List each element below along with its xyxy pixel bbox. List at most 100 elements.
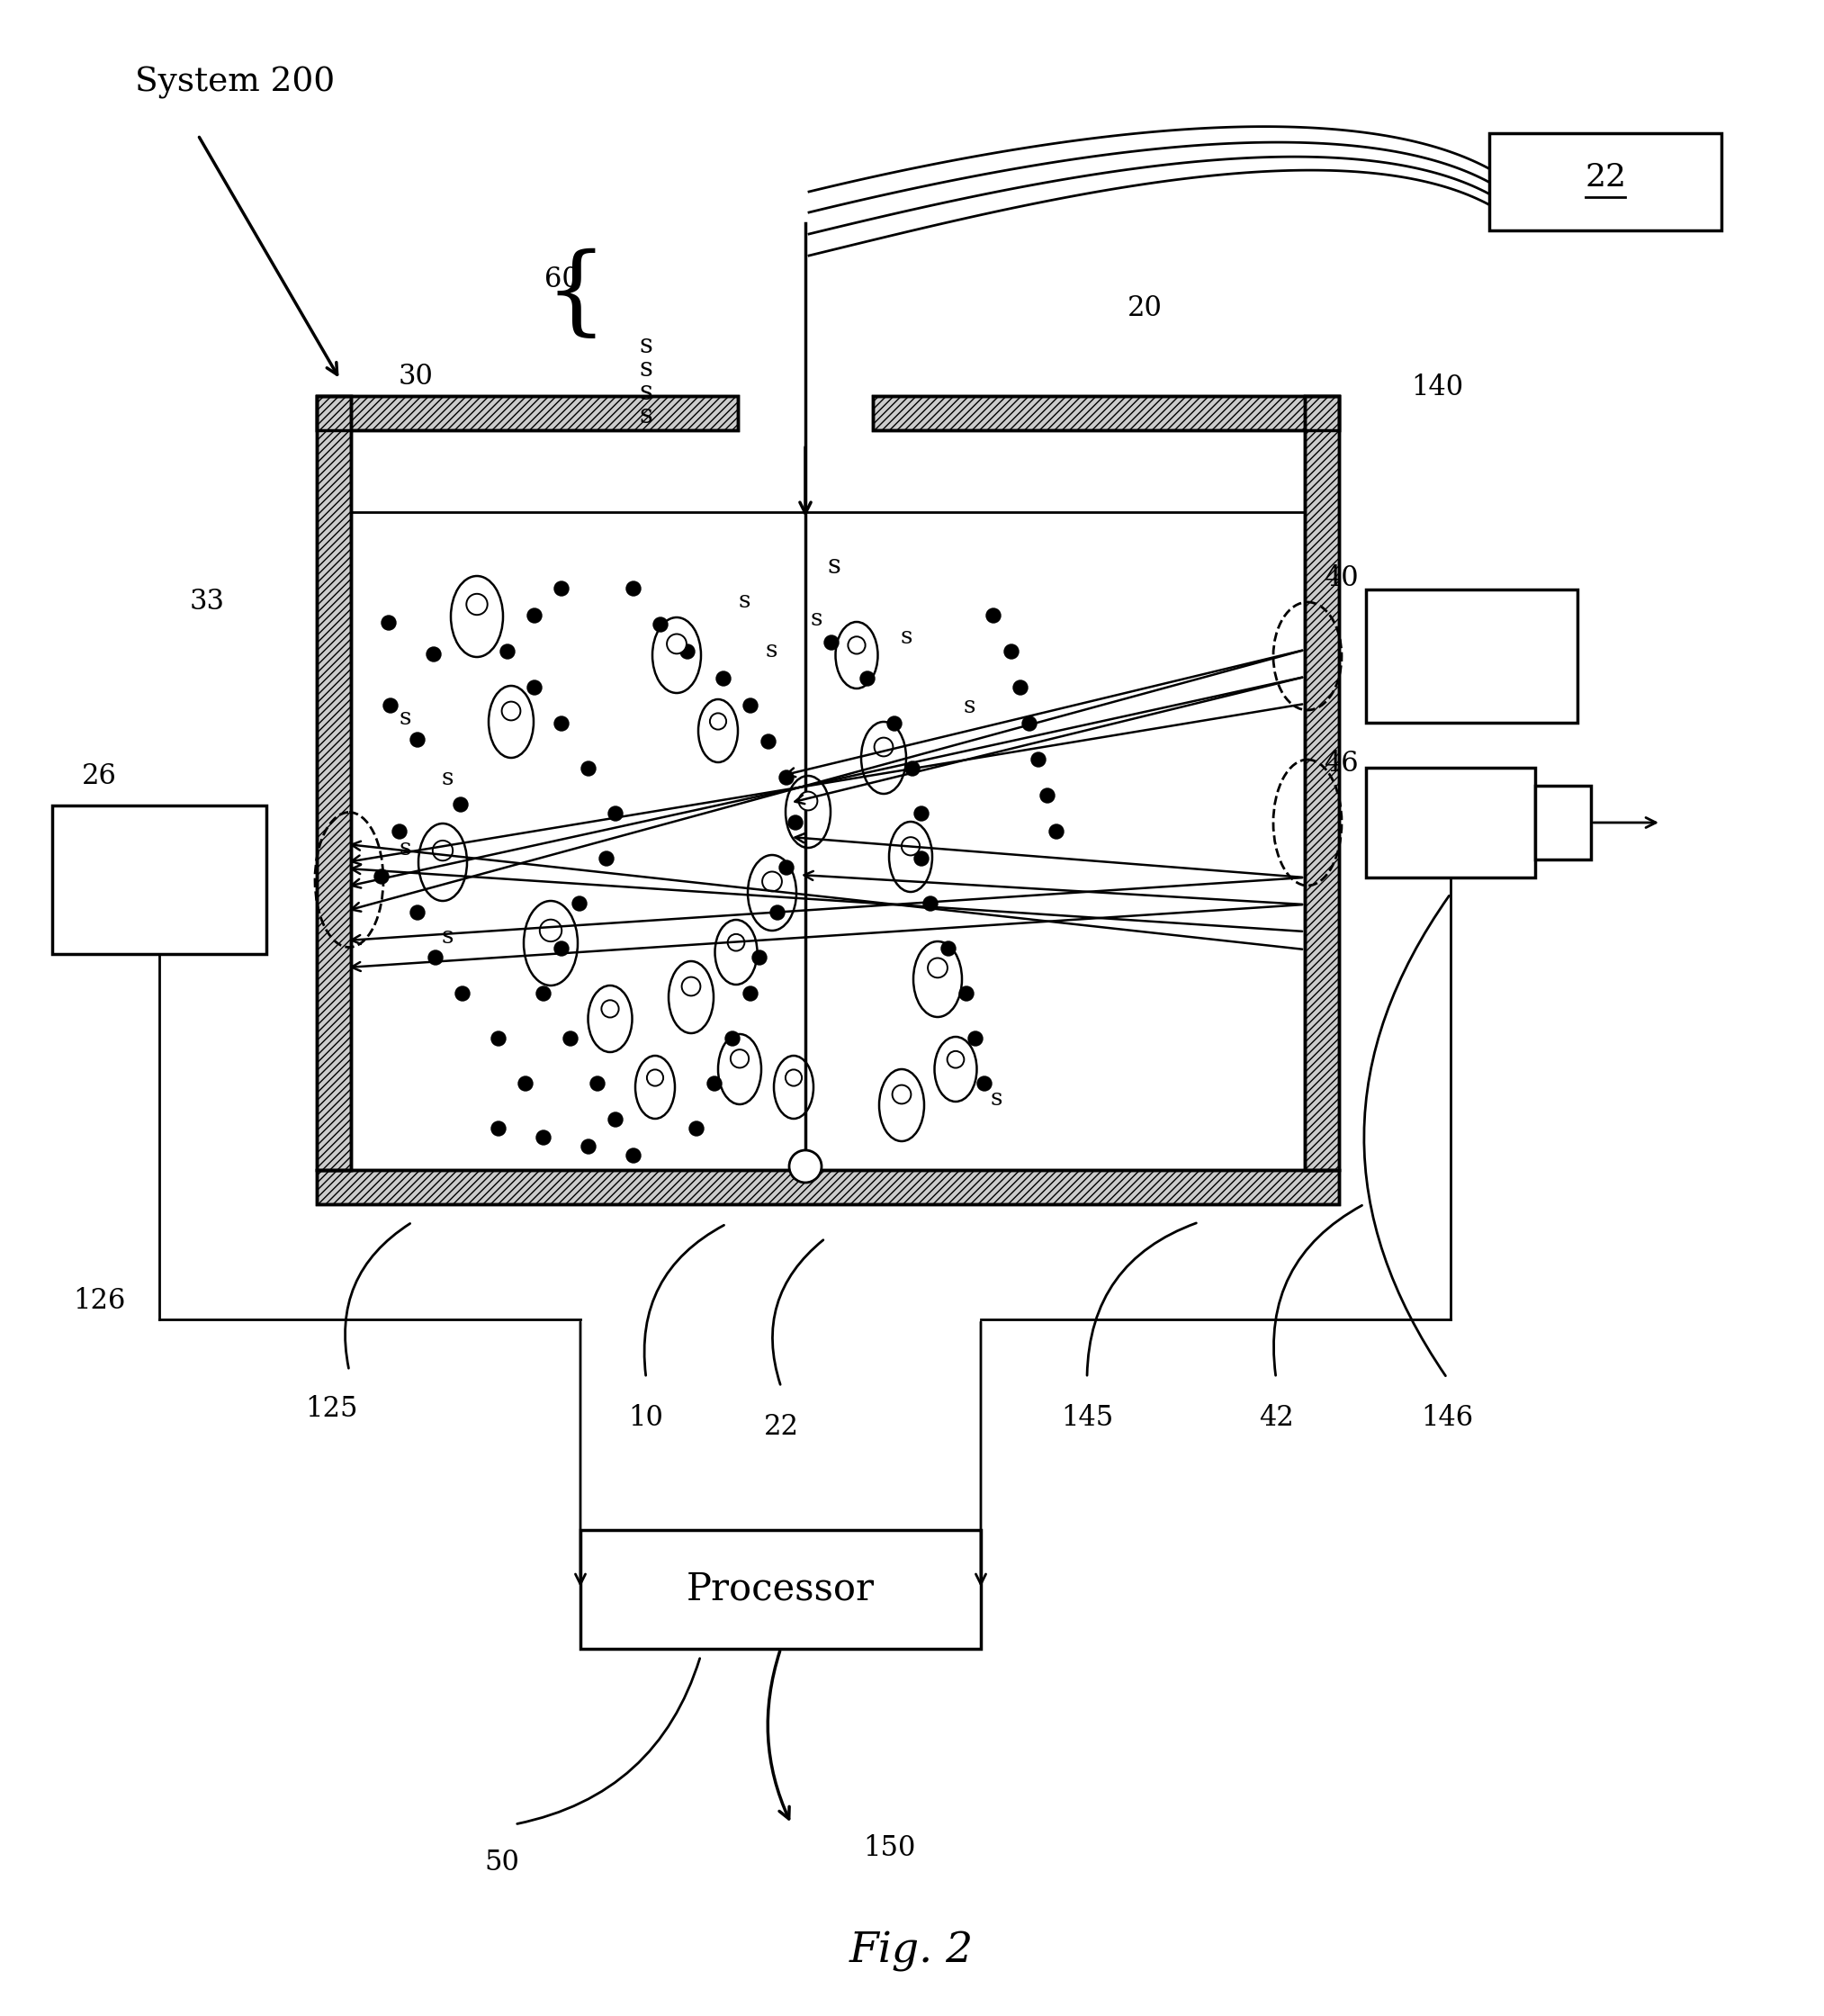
Ellipse shape <box>861 722 907 794</box>
Circle shape <box>554 716 569 732</box>
Text: {: { <box>545 248 607 343</box>
Circle shape <box>653 617 668 631</box>
Circle shape <box>626 1149 640 1163</box>
Bar <box>1304 395 1339 1169</box>
Circle shape <box>848 637 865 653</box>
Circle shape <box>554 581 569 597</box>
Circle shape <box>536 986 551 1000</box>
Circle shape <box>518 1077 533 1091</box>
Circle shape <box>742 698 757 714</box>
Circle shape <box>582 762 596 776</box>
Circle shape <box>892 1085 910 1105</box>
Circle shape <box>383 698 398 714</box>
Text: 22: 22 <box>764 1413 799 1441</box>
Circle shape <box>374 869 389 883</box>
Text: 22: 22 <box>1585 161 1625 194</box>
Circle shape <box>708 1077 722 1091</box>
Bar <box>874 395 1339 429</box>
Text: 125: 125 <box>305 1395 358 1423</box>
Circle shape <box>969 1032 983 1046</box>
Circle shape <box>392 825 407 839</box>
Ellipse shape <box>653 617 700 694</box>
Circle shape <box>1031 752 1045 766</box>
Circle shape <box>731 1050 750 1068</box>
Circle shape <box>564 1032 578 1046</box>
Text: s: s <box>810 607 823 629</box>
Circle shape <box>527 681 542 696</box>
Text: 33: 33 <box>190 587 224 615</box>
Circle shape <box>923 897 938 911</box>
Bar <box>53 806 266 954</box>
Circle shape <box>786 1070 803 1087</box>
Text: Fig. 2: Fig. 2 <box>850 1931 974 1972</box>
Text: s: s <box>638 333 653 359</box>
Circle shape <box>947 1050 965 1068</box>
Ellipse shape <box>888 823 932 891</box>
Bar <box>1536 786 1591 859</box>
Text: s: s <box>990 1087 1001 1109</box>
Ellipse shape <box>914 941 961 1016</box>
Text: s: s <box>399 706 410 728</box>
Bar <box>874 395 1339 429</box>
Ellipse shape <box>748 855 797 931</box>
Circle shape <box>410 732 425 748</box>
Circle shape <box>554 941 569 956</box>
Ellipse shape <box>879 1068 925 1141</box>
Circle shape <box>668 635 686 653</box>
Text: s: s <box>899 625 912 647</box>
Circle shape <box>432 841 452 861</box>
Ellipse shape <box>786 776 830 849</box>
Circle shape <box>682 978 700 996</box>
Text: 40: 40 <box>1324 564 1359 593</box>
Text: s: s <box>441 766 454 788</box>
Ellipse shape <box>699 700 739 762</box>
Circle shape <box>573 897 587 911</box>
Circle shape <box>762 871 782 891</box>
Bar <box>317 395 739 429</box>
Circle shape <box>751 950 766 966</box>
Text: s: s <box>638 403 653 429</box>
Ellipse shape <box>669 962 713 1034</box>
Circle shape <box>491 1121 505 1135</box>
Text: 46: 46 <box>1324 750 1359 776</box>
Circle shape <box>607 1113 622 1127</box>
Circle shape <box>1005 645 1018 659</box>
Text: s: s <box>764 639 777 661</box>
Bar <box>317 1169 1339 1204</box>
Circle shape <box>905 762 919 776</box>
Bar <box>1304 395 1339 1169</box>
Bar <box>317 395 739 429</box>
Circle shape <box>540 919 562 941</box>
Circle shape <box>1014 681 1027 696</box>
Text: 145: 145 <box>1062 1403 1113 1431</box>
Text: s: s <box>963 694 976 718</box>
Bar <box>580 1530 981 1649</box>
Circle shape <box>779 770 793 784</box>
Ellipse shape <box>451 577 503 657</box>
Circle shape <box>626 581 640 597</box>
Ellipse shape <box>715 919 757 984</box>
Circle shape <box>717 671 731 685</box>
Text: s: s <box>638 379 653 405</box>
Circle shape <box>788 814 803 831</box>
Circle shape <box>770 905 784 919</box>
Circle shape <box>928 958 947 978</box>
Circle shape <box>874 738 894 756</box>
Text: 140: 140 <box>1412 373 1463 401</box>
Circle shape <box>914 806 928 821</box>
Ellipse shape <box>773 1056 814 1119</box>
Circle shape <box>1049 825 1063 839</box>
Text: 30: 30 <box>398 363 434 391</box>
Circle shape <box>1040 788 1054 802</box>
Circle shape <box>491 1032 505 1046</box>
Text: s: s <box>739 589 750 611</box>
Ellipse shape <box>934 1036 978 1101</box>
Text: s: s <box>826 554 841 579</box>
Circle shape <box>779 861 793 875</box>
Text: 60: 60 <box>544 264 578 292</box>
Circle shape <box>761 734 775 748</box>
Circle shape <box>728 933 744 952</box>
Circle shape <box>648 1070 664 1087</box>
Circle shape <box>824 635 839 649</box>
Circle shape <box>1021 716 1036 732</box>
